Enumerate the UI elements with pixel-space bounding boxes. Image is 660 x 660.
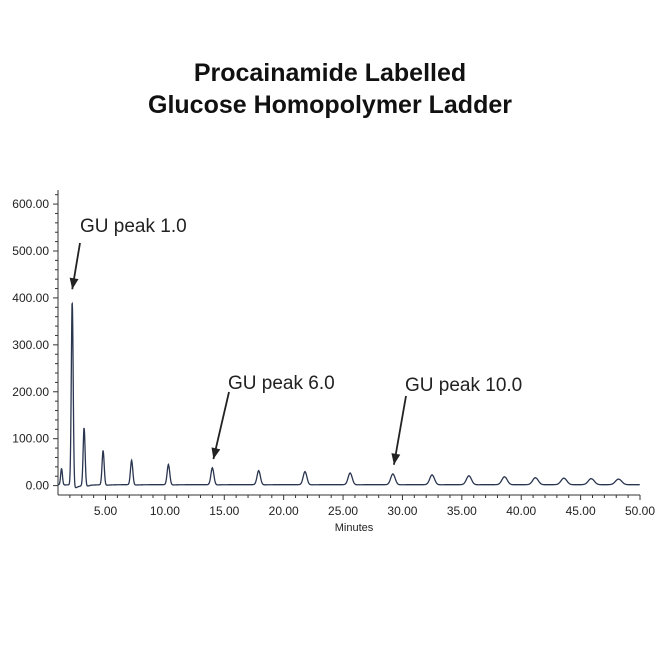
x-tick-label: 45.00: [566, 504, 596, 518]
x-tick-label: 20.00: [269, 504, 299, 518]
annotation-arrow-line: [393, 395, 407, 465]
annotation-arrow-line: [212, 391, 230, 460]
y-tick-label: 0.00: [26, 479, 50, 493]
x-tick-label: 50.00: [625, 504, 655, 518]
x-tick-label: 5.00: [94, 504, 118, 518]
x-tick-label: 40.00: [506, 504, 536, 518]
ticks-group: 0.00 100.00 200.00 300.00 400.00 500.00 600.00…: [12, 194, 655, 518]
annotation-arrowhead: [69, 277, 79, 290]
chromatogram-trace: [57, 301, 640, 489]
axes-group: [57, 190, 640, 496]
chart-title-line-1: Procainamide Labelled: [193, 59, 467, 87]
y-tick-label: 500.00: [12, 244, 49, 258]
chart-title-line-2: Glucose Homopolymer Ladder: [148, 91, 512, 119]
annotation-arrowhead: [211, 447, 221, 460]
y-tick-label: 100.00: [12, 432, 49, 446]
annotation-arrowhead: [391, 453, 401, 465]
annotations-group: GU peak 1.0 GU peak 6.0 GU peak 10.0: [69, 216, 522, 465]
x-axis-title: Minutes: [335, 522, 374, 534]
annotation-label: GU peak 6.0: [228, 373, 335, 394]
x-tick-label: 10.00: [150, 504, 180, 518]
x-tick-label: 35.00: [447, 504, 477, 518]
y-tick-label: 300.00: [12, 338, 49, 352]
y-tick-label: 600.00: [12, 197, 49, 211]
annotation-label: GU peak 10.0: [405, 375, 522, 396]
x-tick-label: 30.00: [387, 504, 417, 518]
annotation-label: GU peak 1.0: [80, 216, 187, 237]
y-tick-label: 400.00: [12, 291, 49, 305]
x-tick-label: 15.00: [209, 504, 239, 518]
y-tick-label: 200.00: [12, 385, 49, 399]
x-tick-label: 25.00: [328, 504, 358, 518]
